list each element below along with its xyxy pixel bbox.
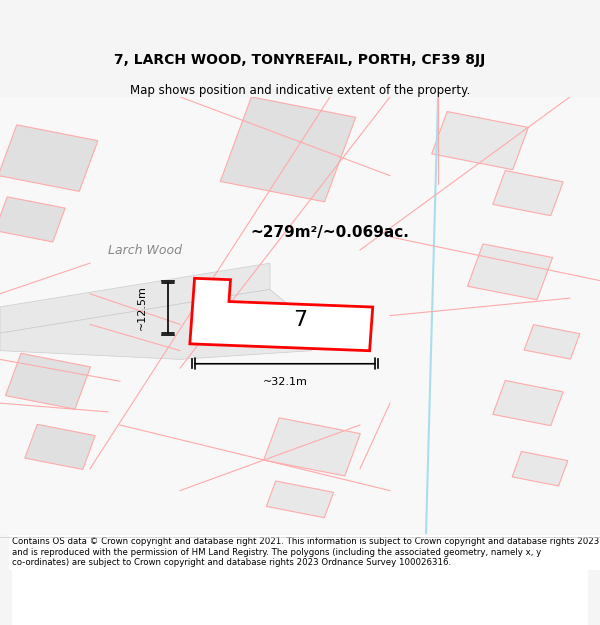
Polygon shape bbox=[263, 418, 361, 476]
Polygon shape bbox=[0, 197, 65, 242]
Polygon shape bbox=[190, 278, 373, 351]
Polygon shape bbox=[266, 481, 334, 518]
Text: 7, LARCH WOOD, TONYREFAIL, PORTH, CF39 8JJ: 7, LARCH WOOD, TONYREFAIL, PORTH, CF39 8… bbox=[115, 53, 485, 67]
Polygon shape bbox=[524, 324, 580, 359]
Polygon shape bbox=[493, 171, 563, 216]
Polygon shape bbox=[25, 424, 95, 469]
Polygon shape bbox=[467, 244, 553, 300]
Text: 7: 7 bbox=[293, 310, 307, 330]
Polygon shape bbox=[431, 112, 529, 169]
Polygon shape bbox=[512, 451, 568, 486]
Polygon shape bbox=[0, 289, 312, 359]
Text: Larch Wood: Larch Wood bbox=[108, 244, 182, 256]
Text: Map shows position and indicative extent of the property.: Map shows position and indicative extent… bbox=[130, 84, 470, 98]
Polygon shape bbox=[5, 353, 91, 409]
Text: ~12.5m: ~12.5m bbox=[137, 286, 147, 331]
Polygon shape bbox=[493, 381, 563, 426]
Polygon shape bbox=[0, 125, 98, 191]
Text: ~32.1m: ~32.1m bbox=[263, 377, 307, 387]
Polygon shape bbox=[220, 97, 356, 202]
Text: Contains OS data © Crown copyright and database right 2021. This information is : Contains OS data © Crown copyright and d… bbox=[12, 538, 599, 568]
Polygon shape bbox=[0, 263, 270, 333]
Text: ~279m²/~0.069ac.: ~279m²/~0.069ac. bbox=[251, 225, 409, 240]
FancyBboxPatch shape bbox=[12, 538, 588, 625]
